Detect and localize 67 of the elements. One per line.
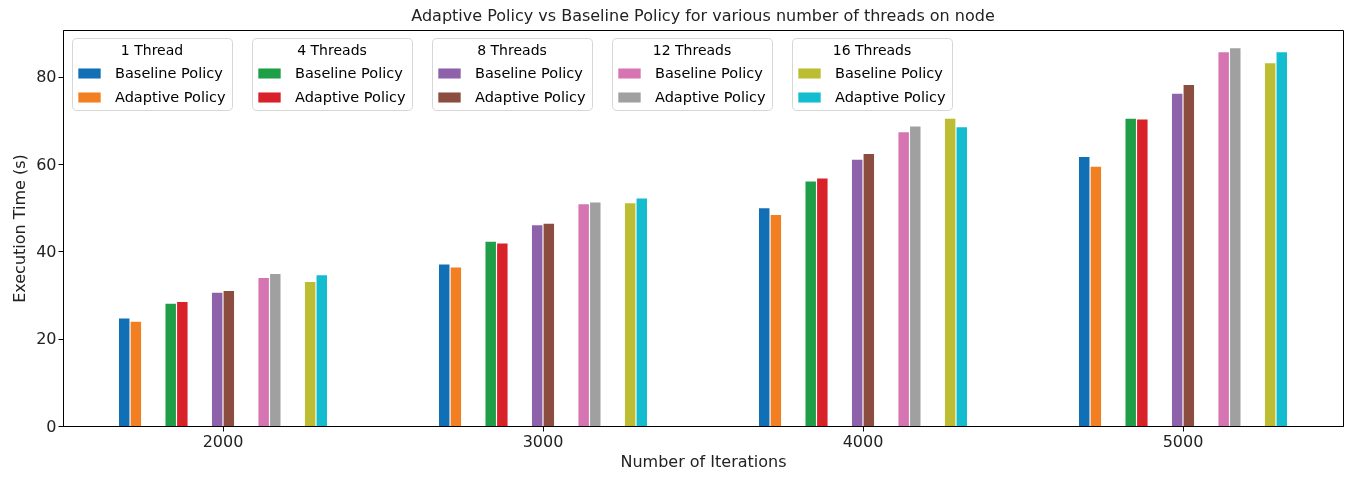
bar [624,203,636,426]
bar [165,303,176,426]
legend-label: Adaptive Policy [115,88,226,105]
bar [223,291,235,426]
bar [590,202,601,426]
legend-label: Adaptive Policy [835,88,946,105]
x-axis-title: Number of Iterations [620,451,787,471]
legend-label: Adaptive Policy [475,88,586,105]
bar [636,198,647,426]
bar [177,302,188,426]
bar [485,241,496,426]
legend-label: Baseline Policy [835,64,944,81]
bar [531,225,543,426]
bar [1079,157,1090,426]
bar [1230,48,1241,426]
text: 8 Threads [477,42,547,58]
x-tick-label: 2000 [202,431,244,451]
x-tick-label: 3000 [522,431,564,451]
bar [439,264,450,426]
y-tick-label: 80 [36,67,57,87]
bar [1137,119,1148,426]
text: 12 Threads [652,42,732,58]
bar [497,243,508,426]
chart-title: Adaptive Policy vs Baseline Policy for various number of threads on node [411,6,995,25]
x-tick-label: 5000 [1162,431,1204,451]
y-axis-title: Execution Time (s) [10,154,30,303]
bar [258,277,269,426]
bar [1264,63,1276,426]
bar [1125,118,1136,426]
text: 1 Thread [120,42,184,58]
legend-label: Adaptive Policy [655,88,766,105]
bar [1171,93,1183,426]
bar [119,318,130,426]
bar [270,274,281,426]
bar [805,181,816,426]
bar [910,126,921,426]
legend-label: Baseline Policy [295,64,404,81]
bar [1218,52,1229,426]
bar [316,275,327,426]
bar [578,204,589,426]
bar [817,178,828,426]
bar [863,154,875,426]
bar [944,118,956,426]
y-tick-label: 20 [36,329,57,349]
y-tick-label: 60 [36,154,57,174]
y-tick-label: 0 [46,416,57,436]
legend-label: Baseline Policy [475,64,584,81]
bar [1183,85,1195,426]
bar [543,223,555,426]
x-tick-label: 4000 [842,431,884,451]
bar [450,267,462,426]
bar [304,281,316,426]
text: 16 Threads [832,42,912,58]
bar [956,127,967,426]
bar [898,132,909,426]
y-tick-label: 40 [36,241,57,261]
bar [1276,52,1287,426]
bar [1090,166,1102,426]
bar [851,159,863,426]
bar [211,292,223,426]
legend-label: Baseline Policy [655,64,764,81]
legend-label: Baseline Policy [115,64,224,81]
bar [130,321,142,426]
bar [770,215,782,426]
text: 4 Threads [297,42,367,58]
legend-label: Adaptive Policy [295,88,406,105]
bar [759,208,770,426]
